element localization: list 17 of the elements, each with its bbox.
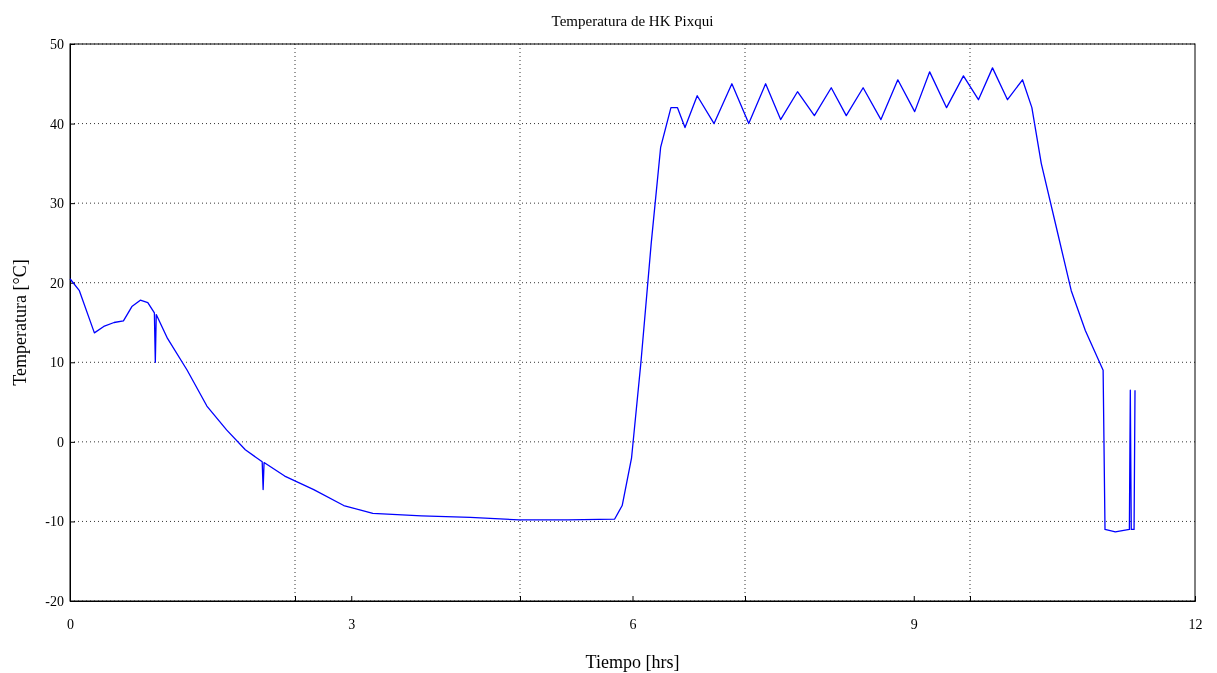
y-axis-title: Temperatura [°C]	[10, 259, 30, 386]
y-tick-label: -10	[45, 514, 64, 530]
x-tick-label: 3	[348, 616, 356, 632]
x-axis-title: Tiempo [hrs]	[585, 652, 680, 672]
x-tick-label: 6	[629, 616, 637, 632]
y-tick-label: 30	[50, 196, 64, 212]
line-series	[69, 67, 1136, 533]
y-tick-label: 50	[50, 36, 64, 52]
x-tick-label: 9	[910, 616, 918, 632]
y-tick-label: -20	[45, 593, 64, 609]
x-tick-label: 0	[67, 616, 74, 632]
y-tick-label: 20	[50, 275, 64, 291]
chart-title: Temperatura de HK Pixqui	[551, 13, 714, 29]
y-tick-label: 10	[50, 355, 64, 371]
x-tick-label: 12	[1188, 616, 1203, 632]
y-tick-label: 40	[50, 116, 64, 132]
y-tick-label: 0	[57, 434, 64, 450]
